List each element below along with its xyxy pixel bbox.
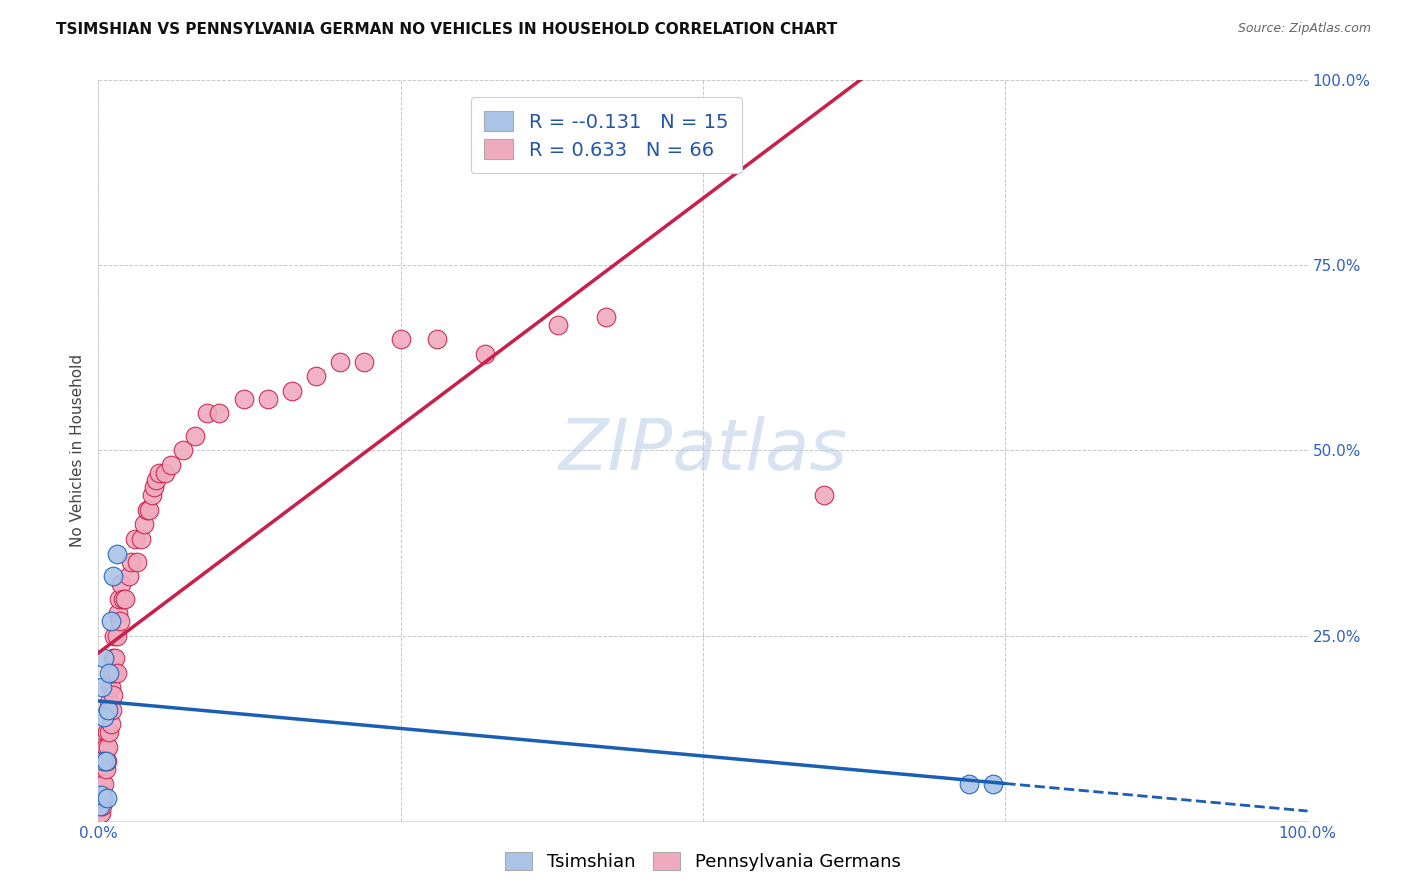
Point — [91, 762, 114, 776]
Point — [101, 569, 124, 583]
Point — [135, 502, 157, 516]
Point — [98, 724, 121, 739]
Point — [957, 776, 980, 791]
Point — [208, 407, 231, 421]
Point — [101, 650, 124, 665]
Point — [148, 466, 170, 480]
Point — [91, 739, 114, 754]
Point — [91, 798, 114, 813]
Point — [100, 665, 122, 680]
Point — [105, 628, 128, 642]
Point — [124, 533, 146, 547]
Point — [97, 703, 120, 717]
Point — [104, 650, 127, 665]
Point — [118, 569, 141, 583]
Point — [474, 347, 496, 361]
Point — [138, 502, 160, 516]
Point — [305, 369, 328, 384]
Point — [195, 407, 218, 421]
Point — [110, 576, 132, 591]
Point — [107, 607, 129, 621]
Point — [129, 533, 152, 547]
Point — [100, 614, 122, 628]
Point — [93, 755, 115, 769]
Point — [103, 665, 125, 680]
Point — [101, 688, 124, 702]
Point — [256, 392, 278, 406]
Text: TSIMSHIAN VS PENNSYLVANIA GERMAN NO VEHICLES IN HOUSEHOLD CORRELATION CHART: TSIMSHIAN VS PENNSYLVANIA GERMAN NO VEHI… — [56, 22, 838, 37]
Point — [96, 791, 118, 805]
Point — [93, 776, 115, 791]
Point — [90, 806, 112, 821]
Point — [134, 517, 156, 532]
Point — [97, 703, 120, 717]
Point — [93, 650, 115, 665]
Text: Source: ZipAtlas.com: Source: ZipAtlas.com — [1237, 22, 1371, 36]
Point — [94, 762, 117, 776]
Point — [595, 310, 617, 325]
Point — [96, 724, 118, 739]
Point — [184, 428, 207, 442]
Point — [89, 798, 111, 813]
Point — [281, 384, 304, 399]
Point — [108, 591, 131, 606]
Text: ZIPatlas: ZIPatlas — [558, 416, 848, 485]
Point — [141, 488, 163, 502]
Point — [98, 695, 121, 709]
Point — [981, 776, 1004, 791]
Point — [329, 354, 352, 368]
Point — [143, 480, 166, 494]
Point — [127, 555, 149, 569]
Point — [389, 332, 412, 346]
Point — [94, 755, 117, 769]
Point — [145, 473, 167, 487]
Point — [547, 318, 569, 332]
Point — [172, 443, 194, 458]
Point — [120, 555, 142, 569]
Point — [90, 788, 112, 802]
Point — [89, 806, 111, 821]
Point — [232, 392, 254, 406]
Point — [96, 755, 118, 769]
Point — [93, 710, 115, 724]
Point — [105, 665, 128, 680]
Point — [103, 628, 125, 642]
Point — [89, 798, 111, 813]
Point — [91, 791, 114, 805]
Point — [91, 755, 114, 769]
Point — [111, 591, 134, 606]
Point — [426, 332, 449, 346]
Y-axis label: No Vehicles in Household: No Vehicles in Household — [69, 354, 84, 547]
Point — [114, 591, 136, 606]
Point — [100, 703, 122, 717]
Point — [105, 547, 128, 561]
Point — [813, 488, 835, 502]
Legend: Tsimshian, Pennsylvania Germans: Tsimshian, Pennsylvania Germans — [498, 845, 908, 879]
Point — [100, 717, 122, 731]
Point — [353, 354, 375, 368]
Point — [160, 458, 183, 473]
Point — [98, 665, 121, 680]
Point — [91, 681, 114, 695]
Point — [108, 614, 131, 628]
Point — [153, 466, 176, 480]
Point — [100, 681, 122, 695]
Point — [91, 776, 114, 791]
Point — [97, 739, 120, 754]
Point — [94, 739, 117, 754]
Legend: R = --0.131   N = 15, R = 0.633   N = 66: R = --0.131 N = 15, R = 0.633 N = 66 — [471, 97, 742, 173]
Point — [90, 791, 112, 805]
